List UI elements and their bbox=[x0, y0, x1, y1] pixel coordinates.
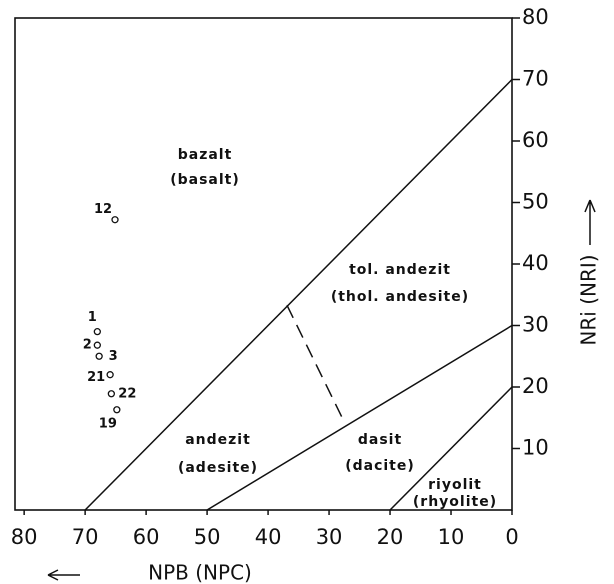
field-label: bazalt bbox=[178, 147, 233, 163]
x-tick-label: 40 bbox=[255, 525, 282, 549]
x-tick-label: 10 bbox=[438, 525, 465, 549]
x-tick-label: 50 bbox=[194, 525, 221, 549]
y-tick-label: 30 bbox=[522, 313, 549, 337]
x-tick-label: 0 bbox=[505, 525, 518, 549]
field-label: tol. andezit bbox=[349, 262, 451, 278]
y-tick-label: 20 bbox=[522, 374, 549, 398]
point-label: 3 bbox=[109, 349, 118, 364]
x-arrow bbox=[47, 569, 80, 581]
point-label: 21 bbox=[87, 370, 105, 385]
point bbox=[111, 216, 119, 224]
point-label: 1 bbox=[88, 310, 97, 325]
y-tick-label: 70 bbox=[522, 67, 549, 91]
point-label: 19 bbox=[99, 416, 117, 431]
x-tick-label: 20 bbox=[377, 525, 404, 549]
x-tick-label: 30 bbox=[316, 525, 343, 549]
y-tick-label: 60 bbox=[522, 128, 549, 152]
field-label: riyolit bbox=[428, 477, 482, 493]
point bbox=[113, 406, 121, 414]
y-tick-label: 50 bbox=[522, 190, 549, 214]
point bbox=[107, 390, 116, 398]
x-tick-label: 70 bbox=[72, 525, 99, 549]
point bbox=[93, 341, 101, 349]
field-label: (thol. andesite) bbox=[331, 289, 469, 305]
y-tick-label: 40 bbox=[522, 251, 549, 275]
field-label: andezit bbox=[185, 432, 251, 448]
point bbox=[93, 327, 101, 336]
field-label: (rhyolite) bbox=[413, 494, 497, 510]
point-label: 2 bbox=[83, 338, 92, 353]
boundary-line bbox=[389, 386, 513, 511]
boundary-line bbox=[206, 324, 513, 511]
field-label: (dacite) bbox=[345, 458, 415, 474]
y-tick-label: 10 bbox=[522, 436, 549, 460]
y-tick-label: 80 bbox=[522, 5, 549, 29]
y-arrow bbox=[584, 199, 596, 245]
x-tick-label: 80 bbox=[11, 525, 38, 549]
field-label: (adesite) bbox=[178, 460, 258, 476]
point bbox=[95, 352, 103, 360]
point-label: 12 bbox=[94, 202, 112, 217]
point bbox=[106, 371, 114, 379]
point-label: 22 bbox=[118, 386, 136, 401]
field-label: dasit bbox=[358, 432, 402, 448]
x-axis-label: NPB (NPC) bbox=[148, 561, 252, 584]
boundary-line bbox=[84, 78, 513, 511]
x-tick-label: 60 bbox=[133, 525, 160, 549]
field-label: (basalt) bbox=[170, 172, 240, 188]
y-axis-label: NRi (NRI) bbox=[577, 254, 601, 345]
boundary-line bbox=[286, 304, 346, 424]
